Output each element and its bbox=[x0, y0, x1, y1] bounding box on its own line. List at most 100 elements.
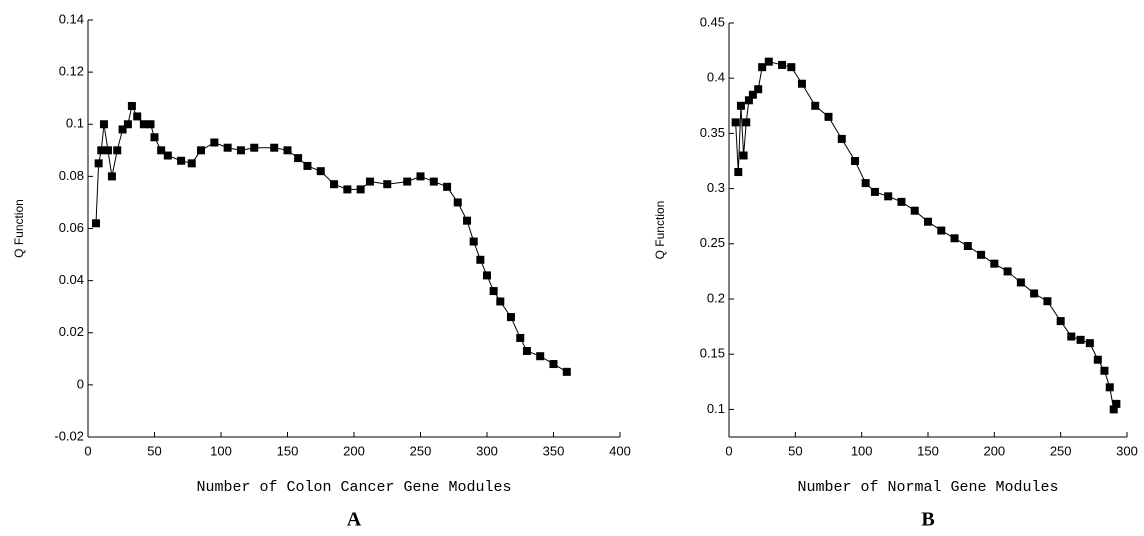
data-point bbox=[734, 168, 743, 177]
data-point bbox=[1076, 335, 1085, 344]
data-point bbox=[754, 85, 763, 94]
data-line bbox=[95, 104, 568, 373]
data-point bbox=[797, 79, 806, 88]
data-point bbox=[283, 146, 292, 155]
data-line bbox=[735, 61, 1117, 412]
data-point bbox=[522, 346, 531, 355]
data-point bbox=[187, 159, 196, 168]
data-point bbox=[177, 156, 186, 165]
y-tick-label: 0.1 bbox=[66, 116, 84, 131]
data-point bbox=[429, 177, 438, 186]
data-point bbox=[330, 180, 339, 189]
y-tick-label: 0.45 bbox=[700, 14, 725, 29]
data-point bbox=[489, 287, 498, 296]
data-point bbox=[736, 101, 745, 110]
x-tick-label: 50 bbox=[147, 443, 161, 458]
data-point bbox=[1003, 267, 1012, 276]
data-point bbox=[157, 146, 166, 155]
x-tick-label: 300 bbox=[476, 443, 498, 458]
data-point bbox=[97, 146, 106, 155]
data-point bbox=[851, 157, 860, 165]
data-point bbox=[758, 63, 767, 72]
y-tick-label: -0.02 bbox=[54, 428, 84, 443]
data-point bbox=[403, 177, 412, 186]
data-point bbox=[824, 112, 833, 121]
data-point bbox=[516, 333, 525, 342]
data-point bbox=[950, 234, 959, 243]
data-point bbox=[150, 133, 159, 142]
data-point bbox=[742, 118, 751, 127]
data-point bbox=[236, 146, 245, 155]
y-tick-label: 0.35 bbox=[700, 125, 725, 140]
data-point bbox=[963, 242, 972, 251]
data-point bbox=[1067, 332, 1076, 341]
data-point bbox=[365, 177, 374, 186]
y-tick-label: 0.12 bbox=[59, 64, 84, 79]
data-point bbox=[356, 185, 365, 194]
data-point bbox=[146, 120, 155, 129]
data-point bbox=[897, 197, 906, 206]
data-point bbox=[316, 167, 325, 176]
data-point bbox=[739, 151, 748, 160]
data-point bbox=[884, 192, 893, 201]
data-point bbox=[549, 360, 558, 369]
data-point bbox=[91, 219, 100, 228]
data-point bbox=[1016, 278, 1025, 287]
y-tick-label: 0 bbox=[77, 376, 84, 391]
y-tick-label: 0.06 bbox=[59, 220, 84, 235]
x-axis-label: Number of Colon Cancer Gene Modules bbox=[196, 479, 511, 496]
data-point bbox=[123, 120, 132, 129]
data-point bbox=[870, 187, 879, 196]
data-point bbox=[837, 134, 846, 143]
x-tick-label: 300 bbox=[1116, 443, 1138, 458]
data-point bbox=[506, 313, 515, 322]
data-point bbox=[294, 154, 303, 163]
y-tick-label: 0.08 bbox=[59, 168, 84, 183]
x-tick-label: 200 bbox=[983, 443, 1005, 458]
y-tick-label: 0.15 bbox=[700, 346, 725, 361]
data-point bbox=[811, 101, 820, 110]
data-point bbox=[107, 172, 116, 181]
data-point bbox=[937, 226, 946, 235]
x-tick-label: 400 bbox=[609, 443, 631, 458]
data-point bbox=[861, 179, 870, 188]
x-tick-label: 200 bbox=[343, 443, 365, 458]
data-point bbox=[744, 96, 753, 105]
x-axis-label: Number of Normal Gene Modules bbox=[797, 479, 1058, 496]
data-point bbox=[1100, 366, 1109, 375]
data-point bbox=[197, 146, 206, 155]
data-point bbox=[270, 143, 279, 152]
data-point bbox=[764, 57, 773, 66]
data-point bbox=[731, 118, 740, 127]
x-tick-label: 250 bbox=[1050, 443, 1072, 458]
x-tick-label: 150 bbox=[917, 443, 939, 458]
y-tick-label: 0.2 bbox=[707, 290, 725, 305]
data-point bbox=[1043, 297, 1052, 306]
data-point bbox=[1030, 289, 1039, 298]
data-point bbox=[133, 112, 142, 121]
data-point bbox=[453, 198, 462, 207]
data-point bbox=[562, 367, 571, 376]
data-point bbox=[163, 151, 172, 160]
x-tick-label: 100 bbox=[210, 443, 232, 458]
x-tick-label: 350 bbox=[543, 443, 565, 458]
data-point bbox=[476, 255, 485, 264]
data-point bbox=[113, 146, 122, 155]
data-point bbox=[483, 271, 491, 280]
data-point bbox=[99, 120, 108, 129]
y-tick-label: 0.4 bbox=[707, 70, 725, 85]
y-tick-label: 0.02 bbox=[59, 324, 84, 339]
data-point bbox=[1093, 355, 1102, 364]
data-point bbox=[1085, 339, 1094, 348]
data-point bbox=[343, 185, 352, 194]
data-point bbox=[787, 63, 796, 72]
data-point bbox=[223, 143, 232, 152]
y-tick-label: 0.04 bbox=[59, 272, 84, 287]
y-tick-label: 0.14 bbox=[59, 11, 84, 26]
data-point bbox=[1105, 383, 1114, 392]
x-tick-label: 0 bbox=[84, 443, 91, 458]
data-point bbox=[469, 237, 478, 246]
data-point bbox=[94, 159, 103, 168]
data-point bbox=[303, 161, 312, 170]
y-axis-label: Q Function bbox=[12, 199, 26, 258]
